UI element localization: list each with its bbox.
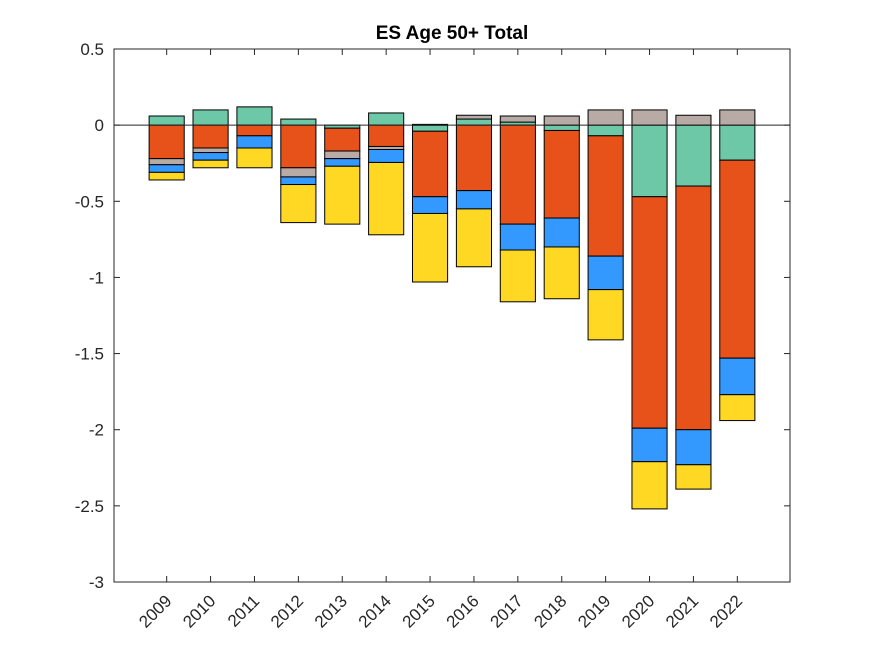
bars-layer <box>148 106 756 510</box>
bar-segment-2016-series-4 <box>455 190 493 210</box>
x-tick-label: 2015 <box>399 591 439 631</box>
y-tick-label: -1 <box>89 268 104 287</box>
chart-title: ES Age 50+ Total <box>376 23 529 44</box>
x-tick-label: 2012 <box>267 591 307 631</box>
bar-segment-2022-series-1 <box>719 124 756 161</box>
bar-segment-2015-series-1 <box>411 124 449 132</box>
y-tick-label: -3 <box>89 573 104 592</box>
bar-segment-2016-series-3 <box>455 114 493 120</box>
bar-segment-2013-series-2 <box>324 127 361 152</box>
bar-segment-2022-series-2 <box>719 159 756 359</box>
y-tick-label: 0 <box>95 116 104 135</box>
bar-segment-2019-series-5 <box>587 289 624 341</box>
bar-segment-2012-series-4 <box>280 176 317 186</box>
y-axis: 0.5 0 -0.5 -1 -1.5 -2 -2.5 -3 <box>75 40 790 592</box>
bar-segment-2012-series-5 <box>280 184 317 224</box>
bar-segment-2013-series-4 <box>324 158 361 167</box>
bar-segment-2013-series-5 <box>324 165 361 225</box>
x-tick-label: 2019 <box>574 591 614 631</box>
bar-segment-2017-series-2 <box>499 124 536 225</box>
bar-segment-2020-series-3 <box>631 109 668 126</box>
x-tick-label: 2020 <box>618 591 658 631</box>
bar-segment-2017-series-4 <box>499 223 536 251</box>
x-tick-label: 2013 <box>311 591 351 631</box>
y-tick-label: -2.5 <box>75 497 104 516</box>
x-tick-label: 2017 <box>486 591 526 631</box>
bar-segment-2018-series-3 <box>543 115 580 126</box>
bar-segment-2021-series-3 <box>675 114 712 126</box>
bar-segment-2015-series-2 <box>411 130 449 198</box>
x-tick-label: 2022 <box>706 591 746 631</box>
bar-segment-2022-series-4 <box>719 357 756 396</box>
bar-segment-2021-series-1 <box>675 124 712 187</box>
bar-segment-2015-series-4 <box>411 196 449 214</box>
bar-segment-2015-series-5 <box>411 212 449 283</box>
bar-segment-2021-series-2 <box>675 185 712 431</box>
bar-segment-2019-series-3 <box>587 109 624 126</box>
y-tick-label: -2 <box>89 421 104 440</box>
bar-segment-2011-series-1 <box>236 106 273 126</box>
x-tick-label: 2009 <box>135 591 175 631</box>
bar-segment-2013-series-3 <box>324 150 361 160</box>
bar-segment-2022-series-3 <box>719 109 756 126</box>
bar-segment-2011-series-4 <box>236 135 273 149</box>
bar-segment-2022-series-5 <box>719 394 756 422</box>
bar-segment-2014-series-1 <box>368 112 405 126</box>
bar-segment-2010-series-1 <box>192 109 229 126</box>
x-tick-label: 2021 <box>662 591 702 631</box>
bar-segment-2009-series-1 <box>148 115 185 126</box>
bar-segment-2011-series-2 <box>236 124 273 137</box>
bar-segment-2009-series-2 <box>148 124 185 160</box>
bar-segment-2010-series-4 <box>192 152 229 161</box>
bar-segment-2017-series-5 <box>499 249 536 303</box>
bar-segment-2020-series-4 <box>631 427 668 463</box>
bar-segment-2017-series-3 <box>499 115 536 123</box>
axes-box <box>113 48 791 583</box>
bar-segment-2009-series-5 <box>148 171 185 181</box>
bar-segment-2020-series-2 <box>631 196 668 429</box>
bar-segment-2014-series-4 <box>368 149 405 163</box>
bar-segment-2018-series-5 <box>543 246 580 300</box>
bar-segment-2019-series-2 <box>587 135 624 257</box>
bar-segment-2019-series-1 <box>587 124 624 137</box>
bar-segment-2020-series-5 <box>631 461 668 510</box>
bar-segment-2018-series-1 <box>543 124 580 131</box>
bar-segment-2010-series-2 <box>192 124 229 149</box>
bar-segment-2009-series-4 <box>148 164 185 173</box>
x-tick-label: 2018 <box>530 591 570 631</box>
bar-segment-2010-series-3 <box>192 147 229 154</box>
bar-segment-2021-series-5 <box>675 464 712 490</box>
bar-segment-2009-series-3 <box>148 158 185 166</box>
bar-segment-2016-series-1 <box>455 118 493 126</box>
bar-segment-2018-series-4 <box>543 217 580 248</box>
bar-segment-2021-series-4 <box>675 429 712 466</box>
bar-segment-2018-series-2 <box>543 129 580 219</box>
x-tick-label: 2011 <box>224 591 263 630</box>
bar-segment-2016-series-2 <box>455 124 493 192</box>
y-tick-label: 0.5 <box>80 40 104 59</box>
y-tick-label: -1.5 <box>75 345 104 364</box>
y-tick-label: -0.5 <box>75 192 104 211</box>
bar-segment-2012-series-1 <box>280 118 317 126</box>
bar-segment-2012-series-3 <box>280 167 317 178</box>
x-tick-label: 2014 <box>355 591 395 631</box>
bar-segment-2020-series-1 <box>631 124 668 198</box>
bar-segment-2012-series-2 <box>280 124 317 169</box>
bar-segment-2011-series-5 <box>236 147 273 169</box>
x-tick-label: 2016 <box>443 591 483 631</box>
bar-segment-2014-series-2 <box>368 124 405 147</box>
x-tick-label: 2010 <box>179 591 219 631</box>
bar-segment-2019-series-4 <box>587 255 624 291</box>
bar-segment-2014-series-5 <box>368 161 405 236</box>
bar-segment-2010-series-5 <box>192 159 229 169</box>
bar-segment-2016-series-5 <box>455 208 493 268</box>
